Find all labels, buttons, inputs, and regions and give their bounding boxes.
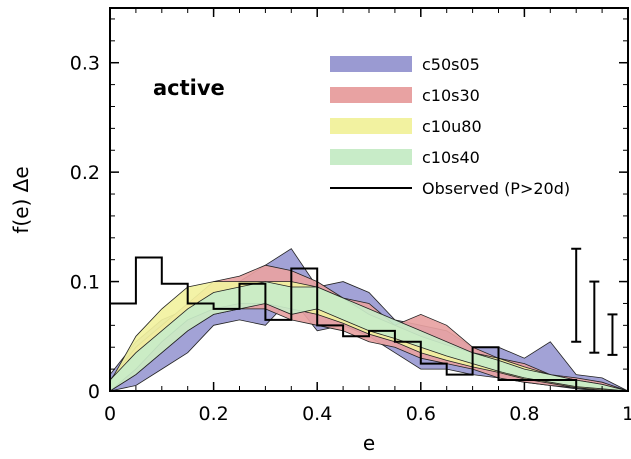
legend-item-c50s05: c50s05: [330, 55, 480, 74]
legend-item-observed-p-20d: Observed (P>20d): [330, 179, 570, 198]
series-bands: [109, 248, 629, 392]
legend-swatch: [330, 87, 412, 103]
legend-label: c10s40: [422, 148, 480, 167]
legend-label: c50s05: [422, 55, 480, 74]
error-bar: [571, 247, 582, 343]
x-tick-label: 0.6: [406, 403, 436, 425]
x-tick-label: 0.4: [302, 403, 332, 425]
legend-label: Observed (P>20d): [422, 179, 570, 198]
legend-item-c10u80: c10u80: [330, 117, 482, 136]
legend-item-c10s40: c10s40: [330, 148, 480, 167]
error-bar: [589, 280, 600, 354]
error-bar: [607, 313, 618, 356]
y-tick-label: 0.1: [70, 272, 100, 294]
x-tick-label: 0: [104, 403, 116, 425]
x-tick-label: 0.2: [198, 403, 228, 425]
legend-label: c10u80: [422, 117, 482, 136]
legend-item-c10s30: c10s30: [330, 86, 480, 105]
y-tick-label: 0.2: [70, 162, 100, 184]
y-axis-title: f(e) Δe: [9, 166, 33, 233]
y-tick-label: 0.3: [70, 53, 100, 75]
x-tick-label: 0.8: [509, 403, 539, 425]
legend-swatch: [330, 149, 412, 165]
plot-frame: [109, 7, 629, 392]
y-tick-label: 0: [88, 381, 100, 403]
x-axis-title: e: [363, 431, 375, 455]
legend: c50s05 c10s30 c10u80 c10s40 Observed (P>20d): [330, 55, 570, 198]
legend-swatch: [330, 118, 412, 134]
error-bars: [571, 247, 618, 356]
observed-step-line: [110, 256, 628, 392]
observed-histogram: [110, 256, 628, 392]
legend-label: c10s30: [422, 86, 480, 105]
x-tick-label: 1: [622, 403, 631, 425]
legend-swatch: [330, 56, 412, 72]
annotation-active: active: [153, 76, 225, 100]
